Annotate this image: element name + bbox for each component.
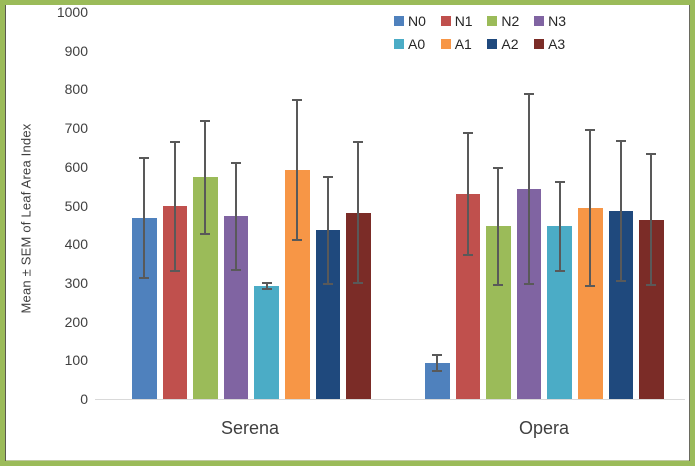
error-bar-line [436, 355, 439, 371]
error-bar-cap-top [585, 129, 596, 132]
error-bar-cap-bottom [462, 253, 473, 256]
legend-item-n0: N0 [394, 13, 426, 29]
legend-item-n1: N1 [440, 13, 473, 29]
legend-swatch-icon [534, 16, 545, 26]
legend-label: N3 [548, 13, 566, 29]
legend-swatch-icon [394, 16, 404, 26]
legend-item-a0: A0 [394, 36, 425, 52]
error-bar-line [357, 142, 360, 284]
error-bar-cap-bottom [432, 369, 443, 372]
legend-swatch-icon [394, 39, 404, 49]
error-bar-line [204, 120, 207, 234]
error-bar-line [466, 133, 469, 255]
error-bar-cap-bottom [524, 283, 535, 286]
legend-swatch-icon [534, 39, 545, 49]
legend-item-n3: N3 [534, 13, 566, 29]
y-tick-label: 500 [64, 197, 88, 214]
error-bar-line [265, 282, 268, 289]
error-bar-line [296, 100, 299, 240]
legend-label: N2 [501, 13, 520, 29]
error-bar-line [173, 141, 176, 271]
error-bar-cap-top [432, 354, 443, 357]
error-bar-cap-bottom [139, 276, 150, 279]
legend-swatch-icon [487, 39, 498, 49]
error-bar-cap-top [292, 99, 303, 102]
error-bar-cap-bottom [646, 284, 657, 287]
error-bar-line [558, 181, 561, 272]
y-axis-title: Mean ± SEM of Leaf Area Index [18, 123, 34, 314]
error-bar-cap-top [200, 119, 211, 122]
error-bar-cap-top [554, 180, 565, 183]
error-bar-cap-top [261, 281, 272, 284]
error-bar-cap-top [646, 153, 657, 156]
error-bar-cap-top [615, 139, 626, 142]
error-bar-cap-bottom [615, 279, 626, 282]
error-bar-line [528, 94, 531, 285]
error-bar-cap-top [493, 166, 504, 169]
error-bar-cap-bottom [353, 282, 364, 285]
legend-label: A1 [454, 36, 472, 52]
category-label-opera: Opera [518, 418, 570, 438]
error-bar-cap-bottom [169, 269, 180, 272]
y-tick-label: 100 [64, 352, 88, 369]
legend-swatch-icon [440, 39, 451, 49]
error-bar-line [619, 140, 622, 281]
error-bar-cap-bottom [261, 287, 272, 290]
error-bar-line [326, 176, 329, 284]
legend-item-a1: A1 [440, 36, 472, 52]
y-tick-label: 900 [64, 42, 88, 59]
error-bar-cap-bottom [493, 284, 504, 287]
error-bar-cap-bottom [585, 284, 596, 287]
legend-label: A3 [548, 36, 566, 52]
error-bar-cap-top [524, 93, 535, 96]
error-bar-cap-top [322, 175, 333, 178]
error-bar-cap-bottom [292, 238, 303, 241]
error-bar-line [589, 130, 592, 286]
y-tick-label: 600 [64, 158, 88, 175]
legend-label: A2 [501, 36, 519, 52]
y-tick-label: 800 [64, 81, 88, 98]
error-bar-line [497, 167, 500, 286]
error-bar-cap-bottom [322, 282, 333, 285]
bar-a0-serena [254, 285, 279, 399]
y-tick-label: 1000 [56, 4, 88, 20]
legend-item-a3: A3 [534, 36, 565, 52]
legend-label: N0 [408, 13, 426, 29]
error-bar-cap-top [139, 156, 150, 159]
legend-label: N1 [454, 13, 473, 29]
y-tick-label: 0 [80, 391, 88, 407]
legend-swatch-icon [487, 16, 498, 26]
y-tick-label: 700 [64, 120, 88, 137]
error-bar-cap-top [353, 141, 364, 144]
error-bar-cap-bottom [200, 232, 211, 235]
error-bar-cap-top [231, 161, 242, 164]
error-bar-cap-bottom [231, 269, 242, 272]
legend-label: A0 [408, 36, 426, 52]
x-axis-line [95, 399, 685, 400]
error-bar-cap-bottom [554, 270, 565, 273]
category-label-serena: Serena [220, 418, 280, 438]
error-bar-line [650, 154, 653, 286]
legend-item-a2: A2 [487, 36, 519, 52]
error-bar-cap-top [169, 140, 180, 143]
legend-item-n2: N2 [487, 13, 519, 29]
y-tick-label: 300 [64, 274, 88, 291]
error-bar-line [143, 157, 146, 278]
y-tick-label: 400 [64, 236, 88, 253]
error-bar-line [235, 162, 238, 271]
y-tick-label: 200 [64, 313, 88, 330]
error-bar-cap-top [462, 132, 473, 135]
legend-swatch-icon [440, 16, 451, 26]
